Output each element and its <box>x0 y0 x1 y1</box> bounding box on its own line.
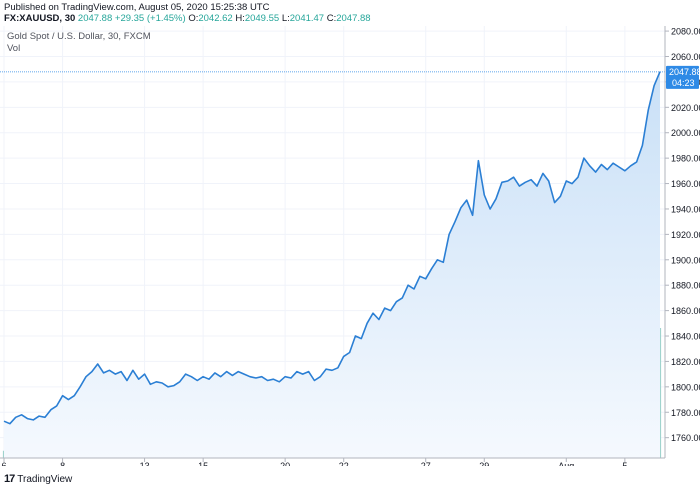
price-axis-label: 1940.00 <box>671 204 700 214</box>
published-caption: Published on TradingView.com, August 05,… <box>4 2 270 13</box>
time-axis-label: 5 <box>622 461 627 466</box>
symbol-label: FX:XAUUSD, 30 <box>4 13 76 24</box>
low-label: L: <box>281 13 290 24</box>
time-axis-label: 20 <box>280 461 290 466</box>
price-axis-label: 2060.00 <box>671 52 700 62</box>
price-axis-label: 1980.00 <box>671 154 700 164</box>
price-axis-label: 1960.00 <box>671 179 700 189</box>
price-axis-label: 1860.00 <box>671 306 700 316</box>
badge-price: 2047.88 <box>669 67 700 77</box>
price-badge-box <box>666 65 699 89</box>
tradingview-logo-icon: 17 <box>4 473 15 485</box>
time-axis-label: 8 <box>60 461 65 466</box>
open-label: O: <box>188 13 199 24</box>
legend-vol: Vol <box>7 43 21 54</box>
open-value: 2042.62 <box>198 13 233 24</box>
price-chart[interactable]: 2080.002060.002040.002020.002000.001980.… <box>0 26 700 466</box>
time-axis-label: 29 <box>479 461 489 466</box>
low-value: 2041.47 <box>289 13 325 24</box>
price-axis-label: 2080.00 <box>671 27 700 37</box>
price-axis[interactable]: 2080.002060.002040.002020.002000.001980.… <box>665 27 700 444</box>
price-axis-label: 2000.00 <box>671 128 700 138</box>
price-axis-label: 1780.00 <box>671 408 700 418</box>
close-value: 2047.88 <box>336 13 371 24</box>
time-axis-label: 22 <box>339 461 349 466</box>
price-axis-label: 1880.00 <box>671 281 700 291</box>
price-axis-label: 1820.00 <box>671 357 700 367</box>
time-axis-label: 27 <box>421 461 431 466</box>
change-value: +29.35 (+1.45%) <box>114 13 186 24</box>
price-axis-label: 1800.00 <box>671 382 700 392</box>
price-axis-label: 1760.00 <box>671 433 700 443</box>
time-axis[interactable]: 6 8 13 15 20 22 27 29 Aug 5 <box>1 458 627 466</box>
time-axis-label: 13 <box>140 461 150 466</box>
badge-countdown: 04:23 <box>672 78 695 88</box>
legend-title: Gold Spot / U.S. Dollar, 30, FXCM <box>7 31 151 42</box>
high-label: H: <box>235 13 245 24</box>
time-axis-label: Aug <box>558 461 574 466</box>
ohlc-header: FX:XAUUSD, 30 2047.88 +29.35 (+1.45%) O:… <box>4 13 371 25</box>
last-price: 2047.88 <box>77 13 113 24</box>
time-axis-label: 15 <box>198 461 208 466</box>
high-value: 2049.55 <box>244 13 280 24</box>
price-axis-label: 1920.00 <box>671 230 700 240</box>
time-axis-label: 6 <box>1 461 6 466</box>
price-area-fill <box>4 71 660 458</box>
tradingview-brand: TradingView <box>17 473 73 485</box>
price-axis-label: 2020.00 <box>671 103 700 113</box>
chart-legend: Gold Spot / U.S. Dollar, 30, FXCM Vol <box>7 31 151 55</box>
price-line <box>3 71 661 425</box>
price-axis-label: 1900.00 <box>671 255 700 265</box>
tradingview-footer[interactable]: 17 TradingView <box>4 473 72 485</box>
close-label: C: <box>326 13 337 24</box>
price-axis-label: 1840.00 <box>671 332 700 342</box>
